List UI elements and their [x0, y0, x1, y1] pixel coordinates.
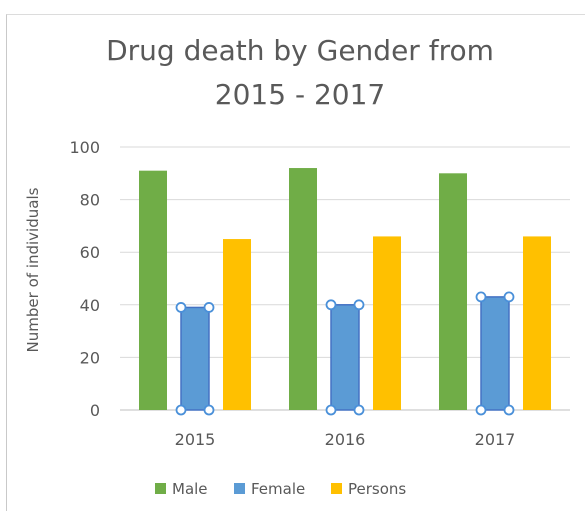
bars — [139, 168, 551, 416]
bar-male-2015[interactable] — [139, 170, 167, 410]
selection-handle[interactable] — [203, 404, 215, 416]
x-tick-label: 2016 — [325, 430, 366, 449]
selection-handle[interactable] — [503, 291, 515, 303]
legend-swatch-persons — [331, 483, 342, 494]
selection-handle[interactable] — [353, 299, 365, 311]
bar-male-2016[interactable] — [289, 168, 317, 410]
selection-handle[interactable] — [475, 404, 487, 416]
legend-swatch-female — [234, 483, 245, 494]
selection-handle[interactable] — [353, 404, 365, 416]
legend-label-persons: Persons — [348, 480, 406, 498]
bar-persons-2017[interactable] — [523, 236, 551, 410]
chart-title-line-2: 2015 - 2017 — [215, 78, 385, 111]
y-tick-label: 80 — [80, 191, 100, 210]
bar-female-2015[interactable] — [180, 306, 210, 411]
chart-frame — [6, 14, 585, 511]
bar-female-2017[interactable] — [480, 296, 510, 411]
selection-handle[interactable] — [175, 404, 187, 416]
x-axis-ticks: 2015 2016 2017 — [175, 430, 516, 449]
x-tick-label: 2015 — [175, 430, 216, 449]
y-axis-ticks: 0 20 40 60 80 100 — [69, 138, 100, 420]
selection-handle[interactable] — [175, 302, 187, 313]
selection-handle[interactable] — [325, 299, 337, 311]
y-tick-label: 20 — [80, 348, 100, 367]
bar-male-2017[interactable] — [439, 173, 467, 410]
selection-handle[interactable] — [325, 404, 337, 416]
x-tick-label: 2017 — [475, 430, 516, 449]
legend[interactable]: Male Female Persons — [155, 480, 406, 498]
y-axis-title: Number of individuals — [24, 187, 42, 352]
y-tick-label: 40 — [80, 296, 100, 315]
y-tick-label: 0 — [90, 401, 100, 420]
chart-title-line-1: Drug death by Gender from — [106, 34, 494, 67]
selection-handle[interactable] — [203, 302, 215, 313]
legend-label-female: Female — [251, 480, 305, 498]
y-tick-label: 60 — [80, 243, 100, 262]
legend-label-male: Male — [172, 480, 208, 498]
bar-persons-2015[interactable] — [223, 239, 251, 410]
bar-persons-2016[interactable] — [373, 236, 401, 410]
selection-handle[interactable] — [503, 404, 515, 416]
selection-handle[interactable] — [475, 291, 487, 303]
y-tick-label: 100 — [69, 138, 100, 157]
bar-female-2016[interactable] — [330, 304, 360, 411]
legend-swatch-male — [155, 483, 166, 494]
